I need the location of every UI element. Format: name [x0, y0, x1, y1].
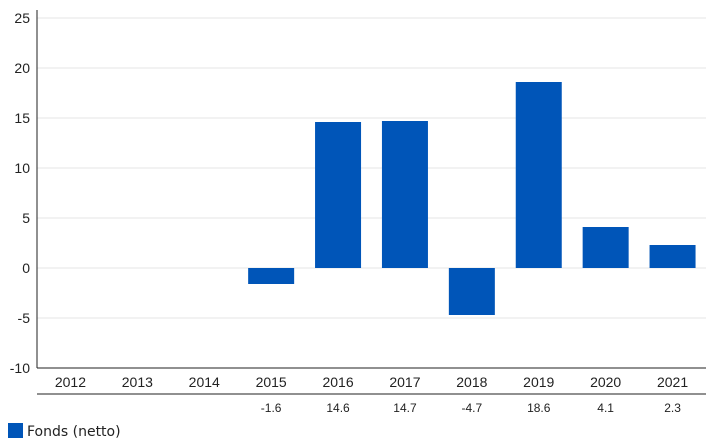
bar-2016 — [315, 122, 362, 268]
data-label: -1.6 — [261, 401, 282, 415]
data-label: 4.1 — [597, 401, 614, 415]
y-tick-label: 15 — [14, 110, 30, 126]
x-tick-label: 2019 — [523, 374, 554, 390]
y-tick-label: 10 — [14, 160, 30, 176]
x-tick-label: 2018 — [456, 374, 487, 390]
y-tick-label: 20 — [14, 60, 30, 76]
bar-2021 — [649, 245, 696, 268]
bar-2017 — [381, 121, 428, 268]
y-axis-ticks: -10 -5 0 5 10 15 20 25 — [10, 10, 30, 376]
y-tick-label: 25 — [14, 10, 30, 26]
x-tick-label: 2013 — [122, 374, 153, 390]
y-tick-label: -5 — [18, 310, 31, 326]
x-tick-label: 2020 — [590, 374, 621, 390]
data-label: 2.3 — [664, 401, 681, 415]
legend-swatch — [8, 423, 23, 438]
x-axis-ticks: 2012 2013 2014 2015 2016 2017 2018 2019 2020 2021 — [55, 374, 688, 390]
x-tick-label: 2017 — [389, 374, 420, 390]
x-tick-label: 2015 — [256, 374, 287, 390]
gridlines — [37, 17, 706, 319]
x-tick-label: 2016 — [322, 374, 353, 390]
x-tick-label: 2012 — [55, 374, 86, 390]
legend: Fonds (netto) — [8, 423, 121, 439]
data-label: 18.6 — [527, 401, 551, 415]
bars — [248, 82, 696, 315]
bar-2020 — [582, 227, 629, 268]
x-tick-label: 2014 — [189, 374, 220, 390]
data-label: 14.7 — [393, 401, 417, 415]
bar-2015 — [248, 268, 295, 284]
bar-2019 — [515, 82, 562, 268]
y-tick-label: 0 — [22, 260, 30, 276]
data-label: 14.6 — [326, 401, 350, 415]
y-tick-label: 5 — [22, 210, 30, 226]
x-tick-label: 2021 — [657, 374, 688, 390]
y-tick-label: -10 — [10, 360, 30, 376]
data-label: -4.7 — [462, 401, 483, 415]
bar-2018 — [448, 268, 495, 315]
legend-label: Fonds (netto) — [27, 424, 121, 439]
data-table-values: -1.6 14.6 14.7 -4.7 18.6 4.1 2.3 — [261, 401, 681, 415]
